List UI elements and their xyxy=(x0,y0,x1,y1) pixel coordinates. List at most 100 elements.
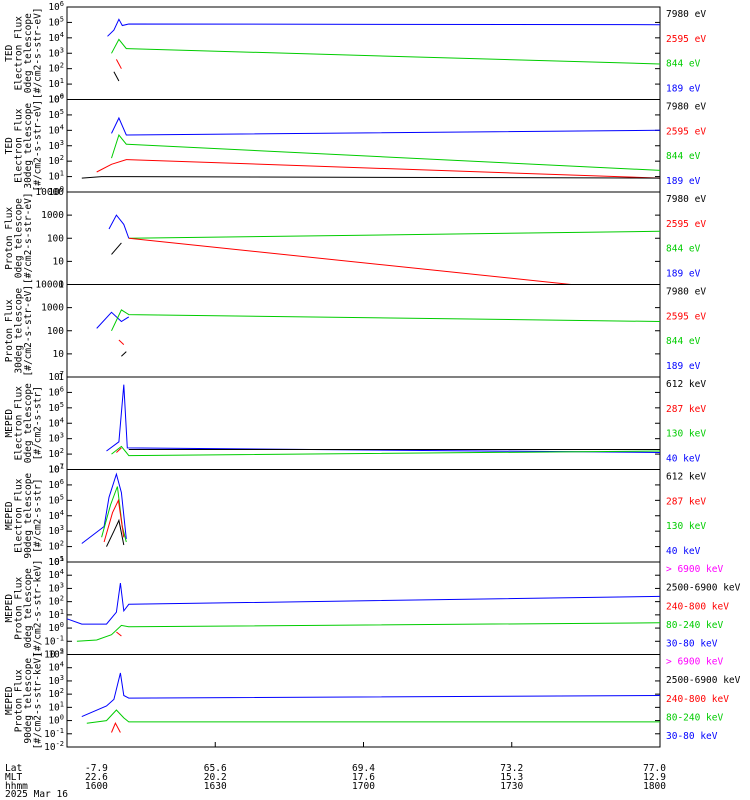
series-line-3 xyxy=(116,447,122,453)
x-tick-label-mlt: 15.3 xyxy=(500,772,523,783)
y-tick-label: 102 xyxy=(48,595,64,608)
y-tick-label: 102 xyxy=(48,62,64,75)
legend-entry: 130 keV xyxy=(666,521,706,532)
y-tick-label: 103 xyxy=(48,674,64,687)
x-tick-label-lat: 65.6 xyxy=(204,763,227,774)
x-tick-label-mlt: 22.6 xyxy=(85,772,108,783)
y-tick-label: 100 xyxy=(47,233,64,244)
legend-entry: 287 keV xyxy=(666,404,706,415)
x-tick-label-hhmm: 1730 xyxy=(500,781,523,792)
series-line-2 xyxy=(111,38,661,65)
y-axis-label: Proton Flux xyxy=(14,577,25,640)
series-line-3 xyxy=(116,631,122,637)
y-tick-label: 101 xyxy=(48,170,64,183)
series-line-4 xyxy=(113,71,120,82)
y-tick-label: 105 xyxy=(48,401,64,414)
y-tick-label: 105 xyxy=(48,15,64,28)
y-axis-label: TED xyxy=(4,137,15,154)
series-line-2 xyxy=(76,622,661,642)
y-axis-label: 0deg telescope xyxy=(23,568,34,648)
legend-entry: 7980 eV xyxy=(666,9,706,20)
legend-entry: 2595 eV xyxy=(666,219,706,230)
legend-entry: 189 eV xyxy=(666,269,701,280)
y-tick-label: 103 xyxy=(48,46,64,59)
y-tick-label: 10000 xyxy=(35,280,64,291)
y-tick-label: 104 xyxy=(48,509,64,522)
x-row-label: MLT xyxy=(5,772,22,783)
y-tick-label: 101 xyxy=(48,463,64,476)
x-tick-label-hhmm: 1630 xyxy=(204,781,227,792)
y-tick-label: 107 xyxy=(48,463,64,476)
series-line-3 xyxy=(118,339,125,345)
panel-frame xyxy=(66,561,661,655)
y-tick-label: 104 xyxy=(48,568,64,581)
y-tick-label: 104 xyxy=(48,123,64,136)
y-tick-label: 103 xyxy=(48,524,64,537)
y-tick-label: 101 xyxy=(48,77,64,90)
y-axis-label: MEPED xyxy=(4,409,15,438)
x-tick-label-mlt: 12.9 xyxy=(643,772,666,783)
series-line-1 xyxy=(66,583,661,625)
y-axis-label: [#/cm2-s-str-eV] xyxy=(33,7,44,99)
series-line-1 xyxy=(107,18,661,37)
y-tick-label: 105 xyxy=(48,555,64,568)
series-line-2 xyxy=(111,309,661,332)
series-line-1 xyxy=(81,472,127,544)
y-tick-label: 103 xyxy=(48,139,64,152)
y-tick-label: 102 xyxy=(48,154,64,167)
legend-entry: 80-240 keV xyxy=(666,712,723,723)
y-tick-label: 106 xyxy=(48,478,64,491)
y-tick-label: 101 xyxy=(48,700,64,713)
x-row-label: hhmm xyxy=(5,781,28,792)
legend-entry: 612 keV xyxy=(666,379,706,390)
series-line-3 xyxy=(111,722,121,733)
series-line-1 xyxy=(111,116,661,136)
legend-entry: > 6900 keV xyxy=(666,657,723,668)
legend-entry: 40 keV xyxy=(666,454,701,465)
series-line-2 xyxy=(86,709,660,724)
y-axis-label: Proton Flux xyxy=(14,669,25,732)
y-tick-label: 106 xyxy=(48,385,64,398)
series-line-2 xyxy=(128,230,661,239)
x-tick-label-lat: 69.4 xyxy=(352,763,375,774)
legend-entry: 287 keV xyxy=(666,496,706,507)
y-tick-label: 10-2 xyxy=(44,740,64,753)
y-axis-label: 0deg telescope xyxy=(23,13,34,93)
panel-frame xyxy=(66,654,661,748)
series-line-3 xyxy=(96,159,661,179)
series-line-4 xyxy=(121,351,127,357)
legend-entry: 189 eV xyxy=(666,361,701,372)
panel-frame xyxy=(66,284,661,378)
y-tick-label: 1 xyxy=(58,280,64,291)
y-axis-label: [#/cm2-s-str] xyxy=(33,386,44,460)
y-tick-label: 102 xyxy=(48,540,64,553)
y-tick-label: 105 xyxy=(48,493,64,506)
y-axis-label: Electron Flux xyxy=(14,386,25,461)
y-axis-label: MEPED xyxy=(4,594,15,623)
y-axis-label: [#/cm2-s-str] xyxy=(33,479,44,553)
y-tick-label: 104 xyxy=(48,416,64,429)
y-axis-label: Proton Flux xyxy=(4,299,15,362)
y-tick-label: 100 xyxy=(47,326,64,337)
y-axis-label: MEPED xyxy=(4,686,15,715)
legend-entry: 30-80 keV xyxy=(666,639,718,650)
y-tick-label: 10 xyxy=(53,256,65,267)
series-line-3 xyxy=(103,498,125,543)
legend-entry: 30-80 keV xyxy=(666,731,718,742)
legend-entry: 189 eV xyxy=(666,176,701,187)
y-axis-label: Proton Flux xyxy=(4,207,15,270)
y-axis-label: 30deg telescope xyxy=(14,288,25,374)
series-line-1 xyxy=(81,672,661,718)
legend-entry: 7980 eV xyxy=(666,287,706,298)
panel-frame xyxy=(66,469,661,563)
x-row-label: Lat xyxy=(5,763,22,774)
y-tick-label: 10 xyxy=(53,349,65,360)
y-tick-label: 102 xyxy=(48,687,64,700)
legend-entry: 40 keV xyxy=(666,546,701,557)
y-axis-label: [#/cm2-s-str-keV] xyxy=(33,652,44,749)
